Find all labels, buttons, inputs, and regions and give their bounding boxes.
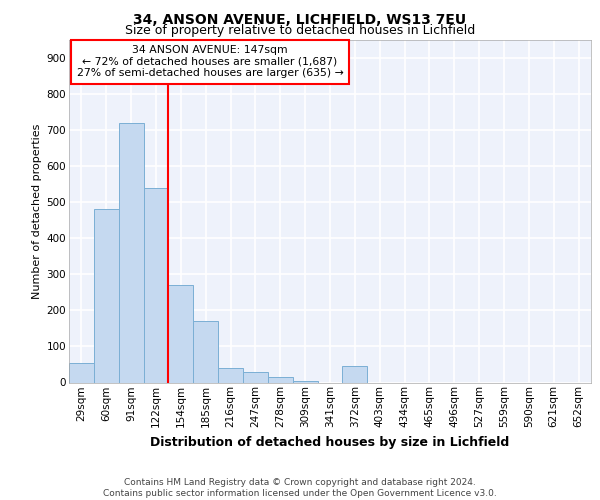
Text: Contains HM Land Registry data © Crown copyright and database right 2024.
Contai: Contains HM Land Registry data © Crown c… bbox=[103, 478, 497, 498]
Bar bbox=[268, 377, 293, 382]
Bar bbox=[243, 372, 268, 382]
Bar bbox=[193, 321, 218, 382]
Bar bbox=[119, 123, 143, 382]
X-axis label: Distribution of detached houses by size in Lichfield: Distribution of detached houses by size … bbox=[151, 436, 509, 448]
Bar bbox=[169, 285, 193, 382]
Text: 34 ANSON AVENUE: 147sqm
← 72% of detached houses are smaller (1,687)
27% of semi: 34 ANSON AVENUE: 147sqm ← 72% of detache… bbox=[77, 45, 343, 78]
Bar bbox=[218, 368, 243, 382]
Bar bbox=[69, 362, 94, 382]
Text: Size of property relative to detached houses in Lichfield: Size of property relative to detached ho… bbox=[125, 24, 475, 37]
Text: 34, ANSON AVENUE, LICHFIELD, WS13 7EU: 34, ANSON AVENUE, LICHFIELD, WS13 7EU bbox=[133, 12, 467, 26]
Bar bbox=[143, 188, 169, 382]
Bar bbox=[343, 366, 367, 382]
Bar bbox=[94, 210, 119, 382]
Y-axis label: Number of detached properties: Number of detached properties bbox=[32, 124, 43, 299]
Bar bbox=[293, 380, 317, 382]
